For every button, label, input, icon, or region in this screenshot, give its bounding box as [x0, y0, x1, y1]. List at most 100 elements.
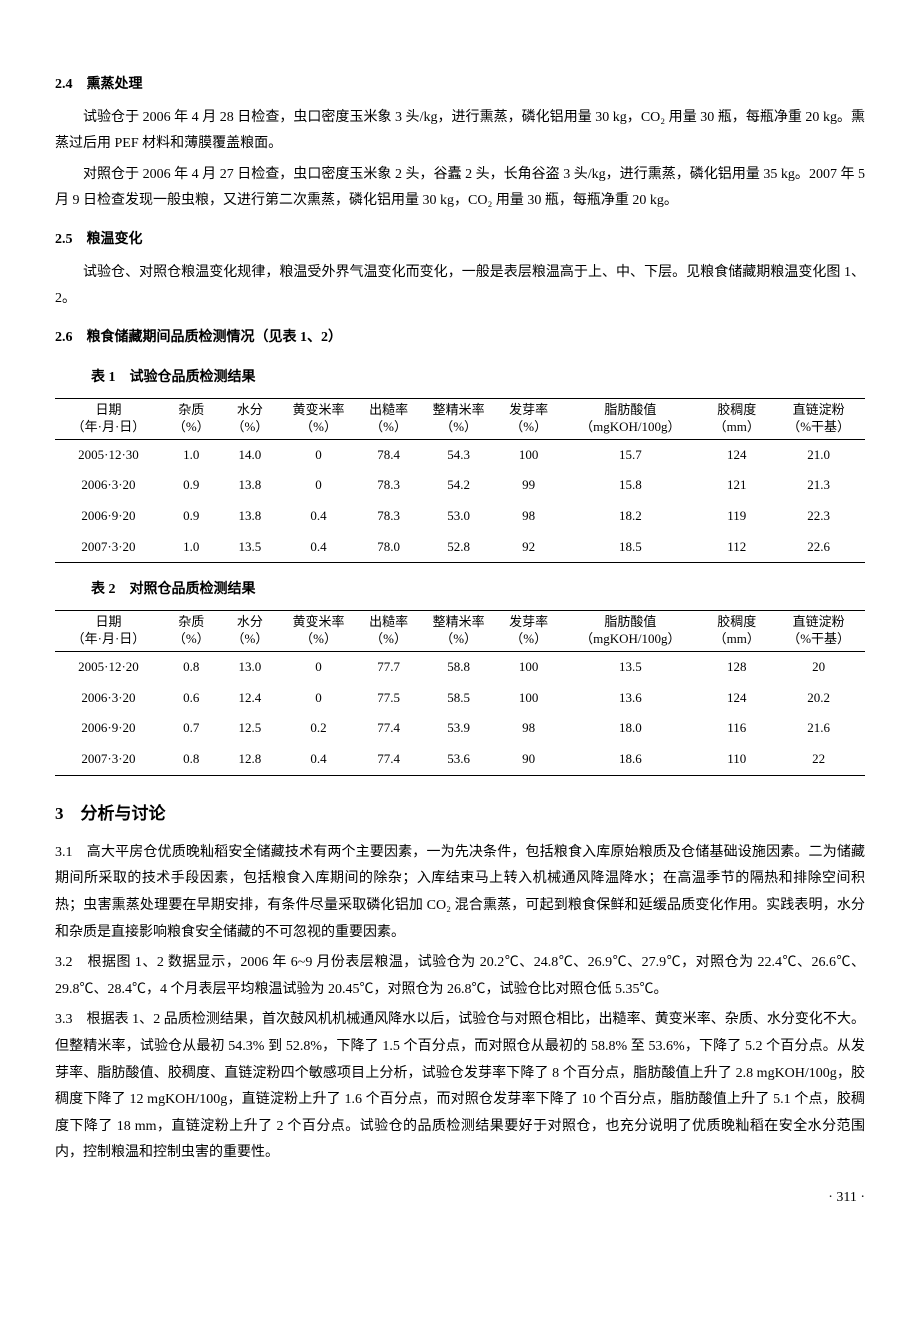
table-cell: 0.4: [279, 501, 358, 532]
section-2-5-head: 2.5 粮温变化: [55, 227, 865, 254]
th: 胶稠度: [717, 402, 756, 417]
table-cell: 100: [498, 651, 560, 682]
th-unit: （%）: [440, 419, 477, 434]
table-cell: 0.4: [279, 532, 358, 563]
table-cell: 0.8: [162, 651, 221, 682]
th: 直链淀粉: [793, 614, 845, 629]
table-cell: 92: [498, 532, 560, 563]
table-cell: 18.6: [559, 744, 701, 775]
table-cell: 18.2: [559, 501, 701, 532]
table-header-row: 日期（年·月·日） 杂质（%） 水分（%） 黄变米率（%） 出糙率（%） 整精米…: [55, 611, 865, 652]
th-unit: （%）: [173, 419, 210, 434]
th: 脂肪酸值: [604, 614, 656, 629]
table-cell: 58.5: [419, 683, 498, 714]
th: 整精米率: [433, 402, 485, 417]
table-cell: 14.0: [221, 439, 280, 470]
th: 直链淀粉: [793, 402, 845, 417]
section-2-6-head: 2.6 粮食储藏期间品质检测情况（见表 1、2）: [55, 325, 865, 352]
th: 脂肪酸值: [604, 402, 656, 417]
para-3-1: 3.1 高大平房仓优质晚籼稻安全储藏技术有两个主要因素，一为先决条件，包括粮食入…: [55, 840, 865, 946]
table-cell: 21.3: [772, 470, 865, 501]
table-cell: 13.8: [221, 501, 280, 532]
th-unit: （%）: [173, 631, 210, 646]
table-cell: 0.6: [162, 683, 221, 714]
table-row: 2007·3·201.013.50.478.052.89218.511222.6: [55, 532, 865, 563]
table-cell: 0.9: [162, 470, 221, 501]
table-1: 日期（年·月·日） 杂质（%） 水分（%） 黄变米率（%） 出糙率（%） 整精米…: [55, 398, 865, 564]
table-cell: 99: [498, 470, 560, 501]
table-cell: 20.2: [772, 683, 865, 714]
table-row: 2005·12·301.014.0078.454.310015.712421.0: [55, 439, 865, 470]
table-cell: 98: [498, 501, 560, 532]
section-2-4-head: 2.4 熏蒸处理: [55, 72, 865, 99]
th-unit: （%干基）: [787, 631, 850, 646]
th: 日期: [95, 614, 121, 629]
th-unit: （mm）: [714, 631, 760, 646]
table-cell: 2007·3·20: [55, 532, 162, 563]
table-cell: 0.8: [162, 744, 221, 775]
th-unit: （%）: [300, 631, 337, 646]
th: 水分: [237, 402, 263, 417]
th-unit: （%干基）: [787, 419, 850, 434]
table-2-title: 表 2 对照仓品质检测结果: [91, 577, 865, 604]
table-cell: 53.6: [419, 744, 498, 775]
para-2-4-2: 对照仓于 2006 年 4 月 27 日检查，虫口密度玉米象 2 头，谷蠹 2 …: [55, 162, 865, 215]
table-cell: 128: [701, 651, 772, 682]
table-cell: 2006·3·20: [55, 470, 162, 501]
th: 杂质: [178, 402, 204, 417]
table-cell: 116: [701, 713, 772, 744]
table-cell: 53.0: [419, 501, 498, 532]
table-cell: 21.6: [772, 713, 865, 744]
th-unit: （%）: [300, 419, 337, 434]
para-2-5-1: 试验仓、对照仓粮温变化规律，粮温受外界气温变化而变化，一般是表层粮温高于上、中、…: [55, 260, 865, 313]
th: 黄变米率: [293, 614, 345, 629]
th-unit: （mgKOH/100g）: [580, 419, 680, 434]
th-unit: （年·月·日）: [72, 419, 146, 434]
th-unit: （%）: [440, 631, 477, 646]
table-cell: 1.0: [162, 532, 221, 563]
table-cell: 12.5: [221, 713, 280, 744]
table-cell: 124: [701, 439, 772, 470]
table-row: 2006·9·200.712.50.277.453.99818.011621.6: [55, 713, 865, 744]
table-cell: 90: [498, 744, 560, 775]
table-cell: 2005·12·20: [55, 651, 162, 682]
table-cell: 54.3: [419, 439, 498, 470]
table-cell: 13.8: [221, 470, 280, 501]
table-cell: 21.0: [772, 439, 865, 470]
th: 发芽率: [509, 614, 548, 629]
table-cell: 13.5: [221, 532, 280, 563]
table-cell: 119: [701, 501, 772, 532]
table-row: 2006·9·200.913.80.478.353.09818.211922.3: [55, 501, 865, 532]
th: 整精米率: [433, 614, 485, 629]
table-cell: 2006·9·20: [55, 501, 162, 532]
table-row: 2007·3·200.812.80.477.453.69018.611022: [55, 744, 865, 775]
table-cell: 77.5: [358, 683, 420, 714]
table-1-title: 表 1 试验仓品质检测结果: [91, 365, 865, 392]
th: 胶稠度: [717, 614, 756, 629]
table-cell: 15.8: [559, 470, 701, 501]
table-cell: 1.0: [162, 439, 221, 470]
th-unit: （%）: [370, 419, 407, 434]
table-cell: 12.4: [221, 683, 280, 714]
table-cell: 18.0: [559, 713, 701, 744]
table-cell: 78.0: [358, 532, 420, 563]
th: 日期: [95, 402, 121, 417]
table-cell: 0: [279, 470, 358, 501]
th-unit: （%）: [370, 631, 407, 646]
table-cell: 0.2: [279, 713, 358, 744]
table-row: 2005·12·200.813.0077.758.810013.512820: [55, 651, 865, 682]
section-3-head: 3 分析与讨论: [55, 798, 865, 830]
table-cell: 58.8: [419, 651, 498, 682]
th-unit: （%）: [232, 419, 269, 434]
th-unit: （%）: [510, 631, 547, 646]
table-row: 2006·3·200.913.8078.354.29915.812121.3: [55, 470, 865, 501]
table-cell: 124: [701, 683, 772, 714]
table-cell: 112: [701, 532, 772, 563]
table-2: 日期（年·月·日） 杂质（%） 水分（%） 黄变米率（%） 出糙率（%） 整精米…: [55, 610, 865, 776]
th-unit: （%）: [232, 631, 269, 646]
table-cell: 0.4: [279, 744, 358, 775]
th: 杂质: [178, 614, 204, 629]
table-cell: 22.6: [772, 532, 865, 563]
table-row: 2006·3·200.612.4077.558.510013.612420.2: [55, 683, 865, 714]
table-cell: 110: [701, 744, 772, 775]
